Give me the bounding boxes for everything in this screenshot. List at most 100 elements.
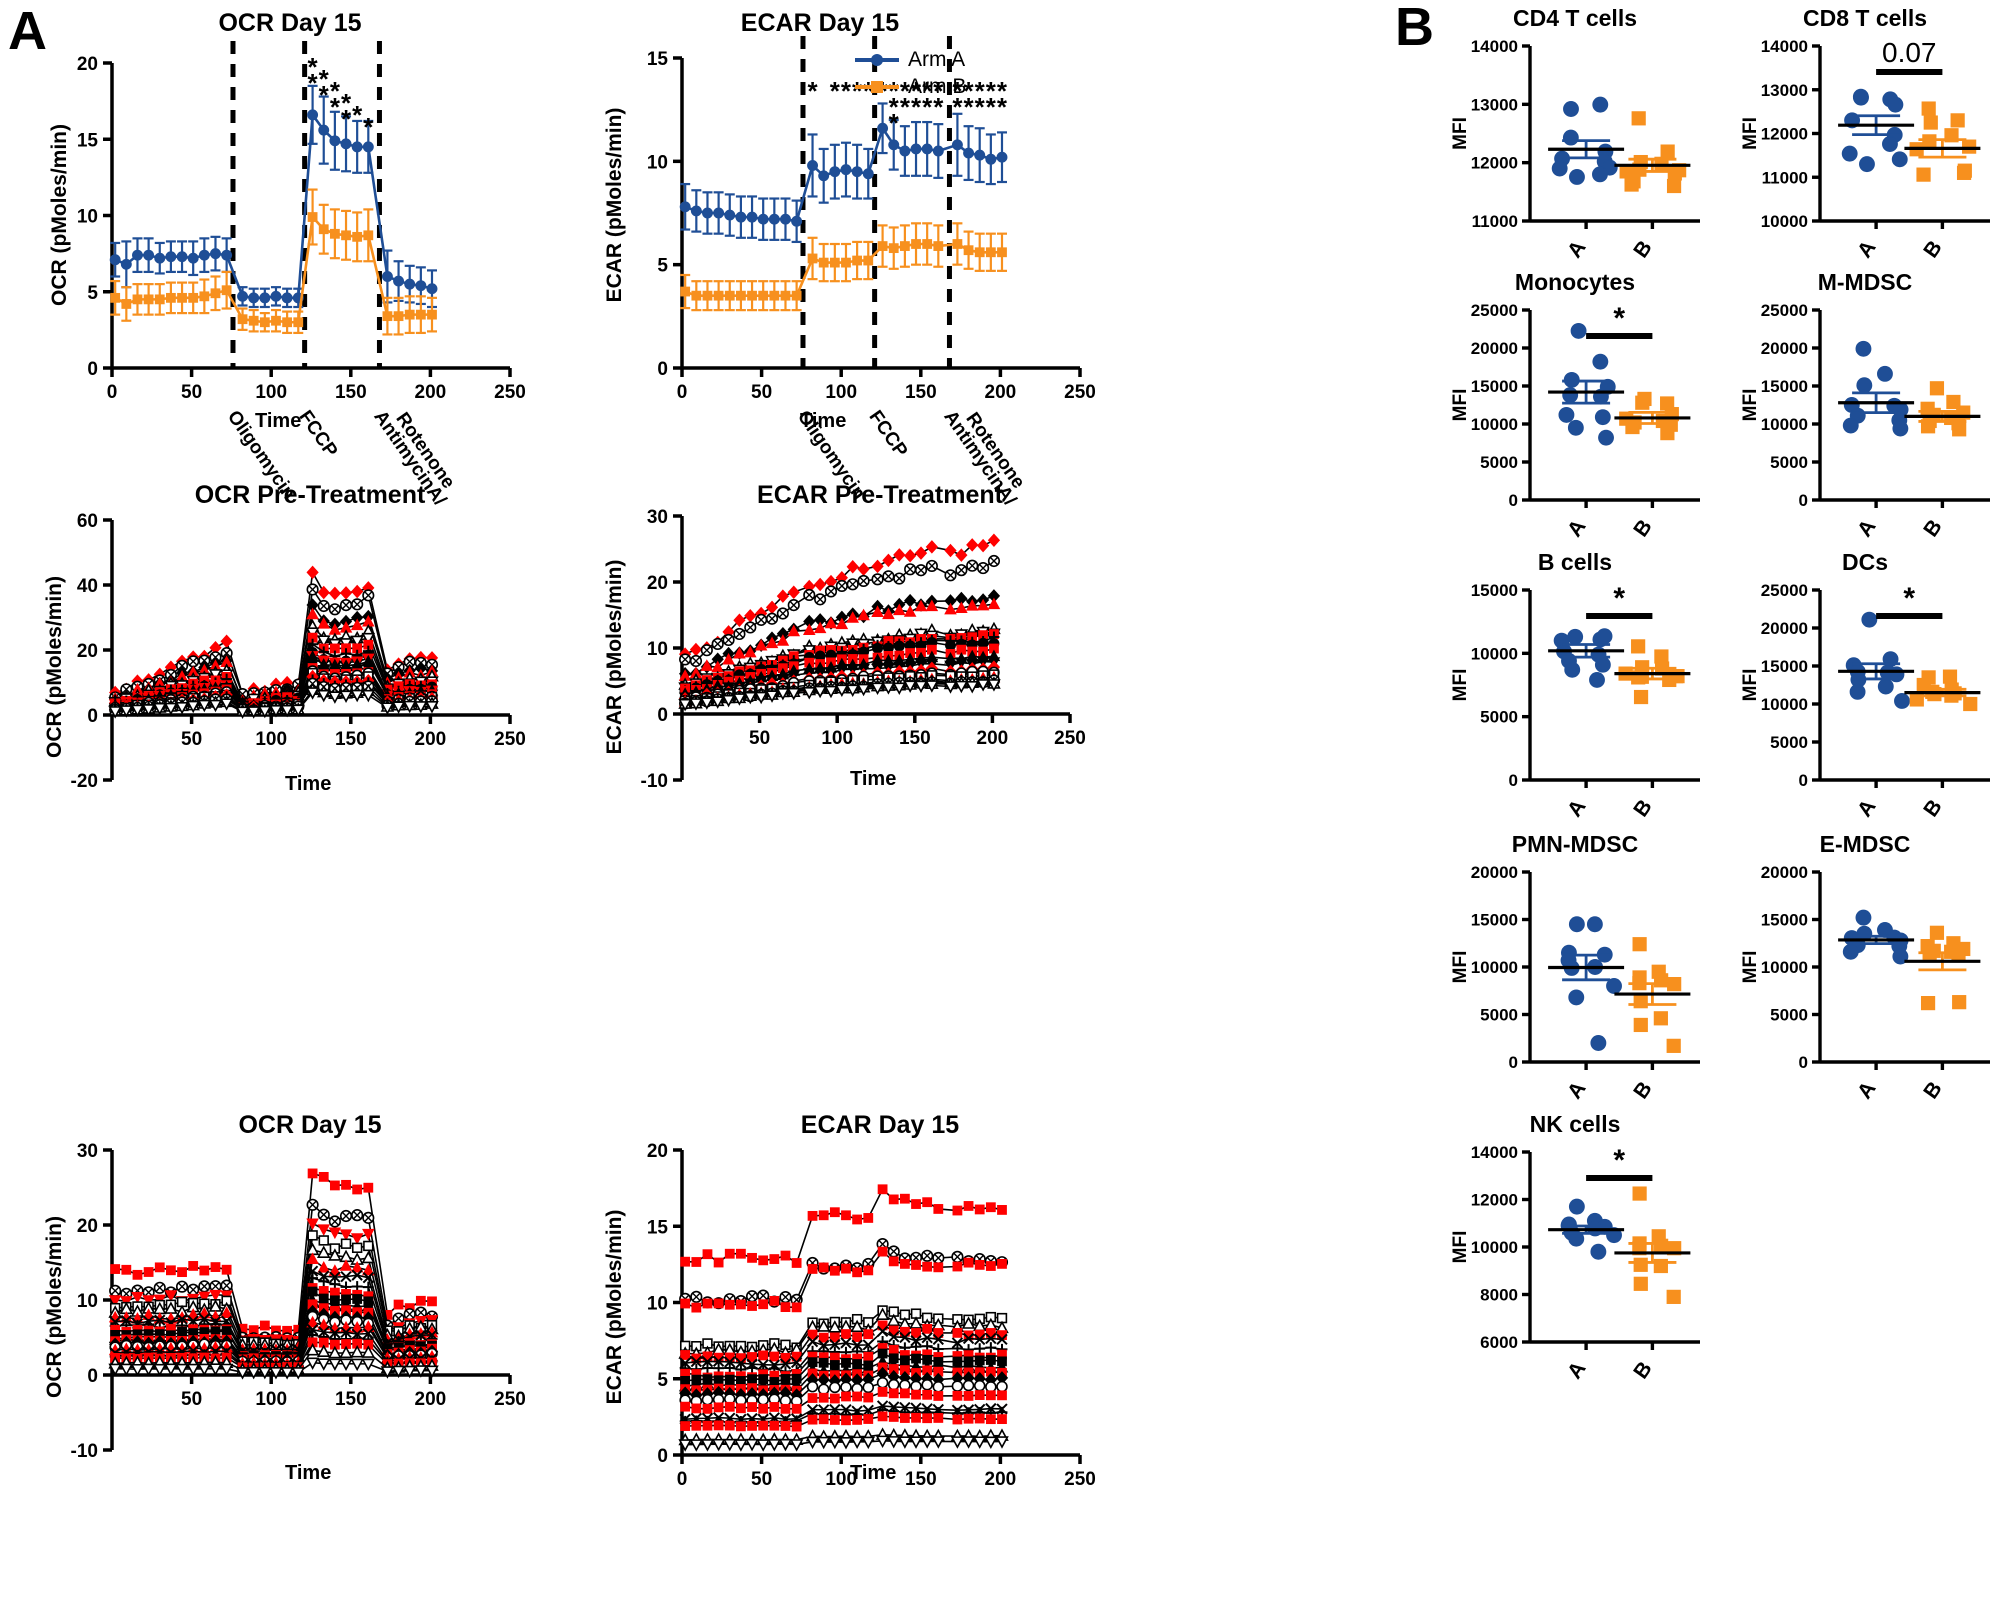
data-point — [713, 1257, 724, 1268]
data-point — [380, 1366, 395, 1379]
data-point — [904, 563, 917, 576]
data-point — [690, 1290, 703, 1303]
data-point — [961, 1436, 976, 1449]
data-point — [164, 1363, 178, 1376]
data-point — [877, 241, 888, 251]
data-point — [818, 1332, 829, 1343]
data-point — [857, 562, 870, 576]
data-point — [317, 599, 330, 613]
x-tick-label: 200 — [985, 382, 1017, 403]
group-a — [1838, 909, 1915, 965]
data-point — [746, 1362, 758, 1374]
data-point — [1635, 395, 1650, 410]
significance-label: 0.07 — [1882, 37, 1937, 68]
significance-star: * — [889, 76, 900, 106]
data-point — [154, 1314, 166, 1326]
data-point — [208, 1363, 223, 1376]
data-point — [380, 702, 395, 715]
chart-title: ECAR Pre-Treatment — [757, 481, 1003, 509]
data-point — [711, 637, 724, 651]
data-point — [852, 1214, 863, 1225]
data-point — [943, 681, 958, 694]
data-point — [802, 687, 817, 700]
data-point — [769, 290, 780, 301]
x-tick-label: 200 — [977, 728, 1009, 749]
data-point — [722, 633, 735, 647]
data-point — [791, 1302, 802, 1313]
data-point — [340, 138, 352, 150]
data-point — [188, 1261, 199, 1271]
data-point — [392, 1312, 405, 1325]
legend-label-arm-a: Arm A — [908, 47, 966, 71]
data-point — [780, 1302, 791, 1313]
data-point — [1558, 406, 1575, 423]
data-point — [341, 230, 351, 241]
data-point — [925, 540, 938, 554]
significance-star: * — [319, 80, 330, 110]
data-point — [976, 598, 990, 611]
data-point — [786, 687, 801, 701]
significance-star: * — [852, 76, 863, 106]
data-point — [132, 294, 143, 305]
group-b — [1614, 391, 1691, 441]
data-point — [952, 1390, 963, 1401]
data-point — [318, 1235, 329, 1246]
data-point — [888, 1325, 899, 1336]
data-point — [700, 1439, 715, 1452]
significance-star: * — [911, 76, 922, 106]
data-point — [109, 1284, 122, 1297]
x-tick-label: 200 — [985, 1469, 1017, 1490]
data-point — [813, 621, 827, 634]
data-point — [911, 239, 921, 249]
data-point — [744, 609, 757, 623]
data-point — [791, 215, 803, 227]
data-point — [876, 1376, 889, 1389]
data-point — [807, 1264, 818, 1274]
y-tick-label: 5 — [657, 256, 668, 277]
data-point — [404, 309, 415, 320]
significance-star: * — [952, 92, 963, 122]
data-point — [963, 1257, 974, 1268]
data-point — [851, 1339, 863, 1351]
data-point — [904, 593, 917, 608]
data-point — [316, 635, 331, 648]
data-point — [680, 1256, 691, 1267]
data-point — [758, 1420, 769, 1431]
data-point — [177, 1267, 187, 1278]
x-tick-label-b: B — [1919, 236, 1947, 262]
data-point — [1562, 387, 1579, 404]
data-point — [259, 1320, 270, 1331]
data-point — [893, 548, 906, 562]
y-tick-label: 10000 — [1471, 644, 1518, 663]
data-point — [877, 1246, 888, 1257]
subject-trace — [678, 1435, 1009, 1452]
data-point — [791, 290, 802, 301]
x-tick-label: 100 — [255, 1389, 287, 1410]
data-point — [851, 166, 863, 178]
data-point — [807, 1210, 818, 1221]
data-point — [258, 705, 272, 719]
data-point — [317, 1318, 331, 1330]
data-point — [186, 1308, 200, 1320]
chart-m-mdsc: M-MDSC 0 5000 10000 15000 20000 25000 MFI A B — [1730, 268, 2000, 558]
data-point — [985, 1342, 997, 1354]
data-point — [733, 627, 746, 641]
data-point — [862, 1381, 875, 1394]
data-point — [339, 1229, 353, 1241]
legend-marker-arm-b — [855, 79, 899, 95]
data-point — [1551, 160, 1568, 177]
data-point — [152, 1363, 167, 1377]
y-tick-label: 15000 — [1471, 581, 1518, 600]
data-point — [1633, 1257, 1648, 1272]
data-point — [925, 599, 939, 612]
data-point — [361, 1358, 376, 1372]
data-point — [974, 1259, 985, 1270]
x-tick-label: 0 — [107, 382, 118, 403]
y-axis-label: MFI — [1740, 669, 1761, 702]
data-point — [186, 1363, 200, 1377]
y-tick-label: 10 — [77, 1291, 98, 1312]
data-point — [807, 1329, 818, 1340]
data-point — [361, 632, 376, 646]
significance-star: * — [319, 64, 330, 94]
subject-trace — [678, 679, 1001, 712]
